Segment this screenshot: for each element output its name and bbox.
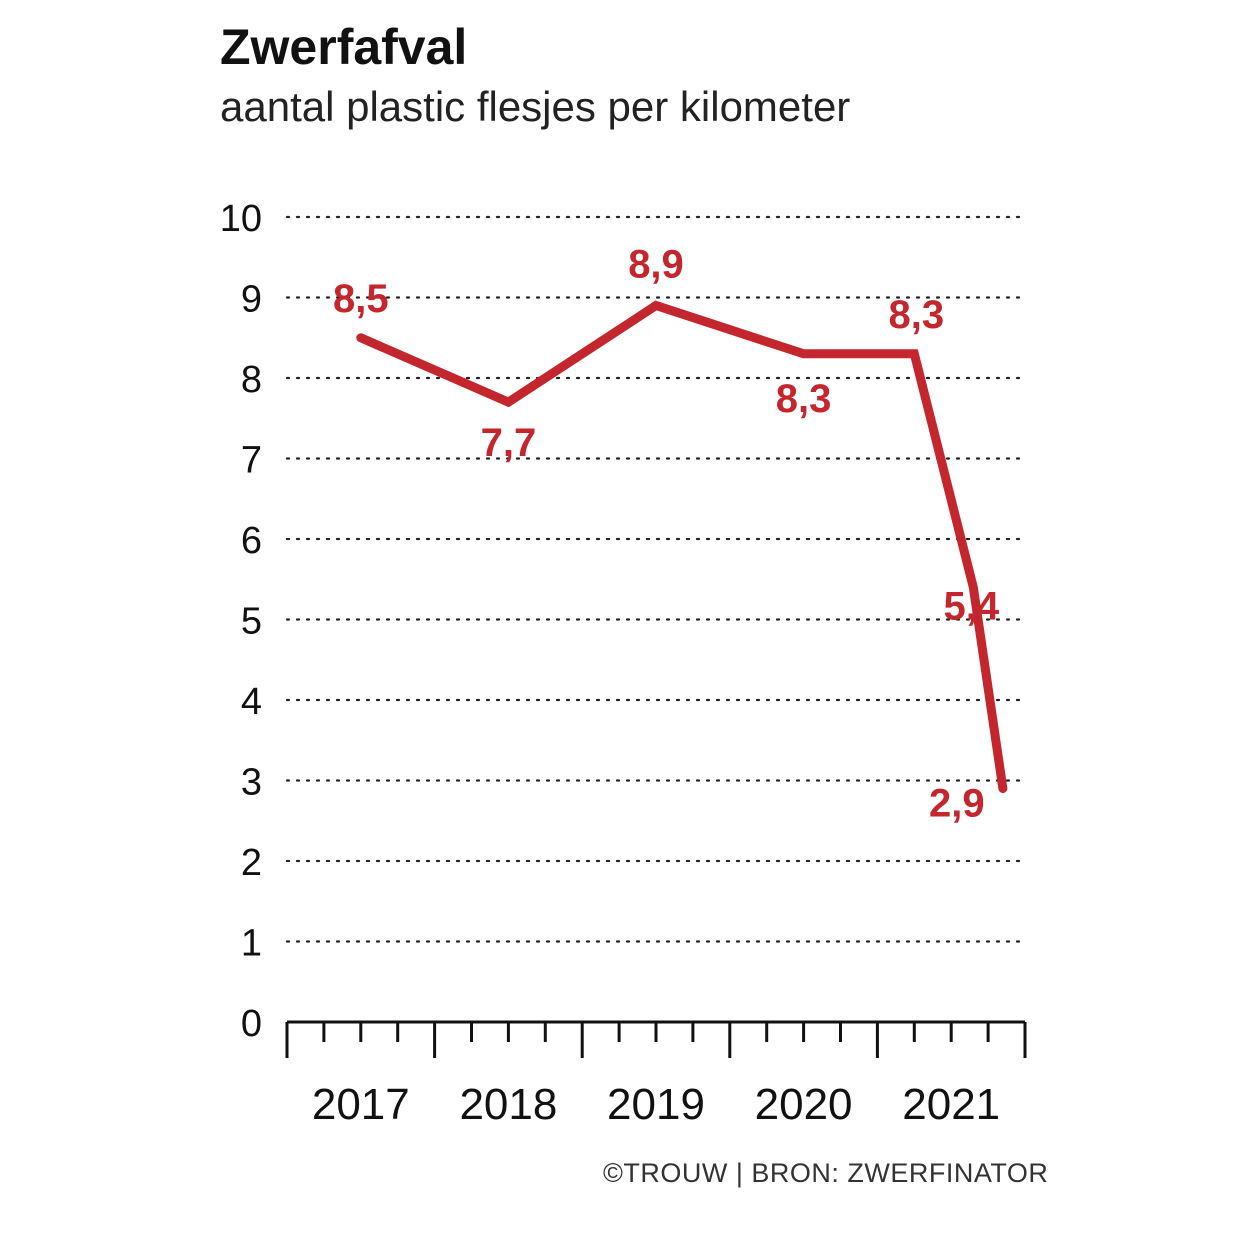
x-axis (285, 1020, 1027, 1058)
x-tick-label: 2019 (607, 1080, 705, 1129)
data-label: 5,4 (944, 584, 1000, 628)
y-tick-label: 6 (241, 520, 262, 562)
y-tick-label: 7 (241, 440, 262, 482)
y-axis-ticks: 0 1 2 3 4 5 6 7 8 9 10 (220, 198, 262, 1045)
y-tick-label: 10 (220, 198, 262, 240)
chart-subtitle: aantal plastic flesjes per kilometer (220, 83, 851, 130)
x-tick-label: 2017 (312, 1080, 410, 1129)
x-tick-label: 2021 (902, 1080, 1000, 1129)
chart-title: Zwerfafval (220, 19, 468, 75)
series (356, 300, 1008, 793)
data-label: 7,7 (481, 421, 537, 465)
y-tick-label: 5 (241, 601, 262, 643)
data-label: 8,9 (628, 243, 684, 287)
y-tick-label: 8 (241, 359, 262, 401)
y-tick-label: 9 (241, 279, 262, 321)
data-label: 2,9 (929, 782, 985, 826)
y-tick-label: 1 (241, 923, 262, 965)
x-tick-label: 2018 (459, 1080, 557, 1129)
data-label: 8,5 (333, 277, 389, 321)
data-label: 8,3 (888, 293, 944, 337)
data-label: 8,3 (776, 377, 832, 421)
y-tick-label: 2 (241, 842, 262, 884)
source-credit: ©TROUW | BRON: ZWERFINATOR (603, 1158, 1049, 1188)
series-line (356, 300, 1008, 793)
x-axis-ticks: 2017 2018 2019 2020 2021 (312, 1080, 1000, 1129)
y-tick-label: 4 (241, 681, 262, 723)
gridlines (285, 215, 1023, 943)
y-tick-label: 0 (241, 1003, 262, 1045)
y-tick-label: 3 (241, 762, 262, 804)
x-tick-label: 2020 (755, 1080, 853, 1129)
data-labels: 8,5 7,7 8,9 8,3 8,3 5,4 2,9 (333, 243, 1000, 826)
